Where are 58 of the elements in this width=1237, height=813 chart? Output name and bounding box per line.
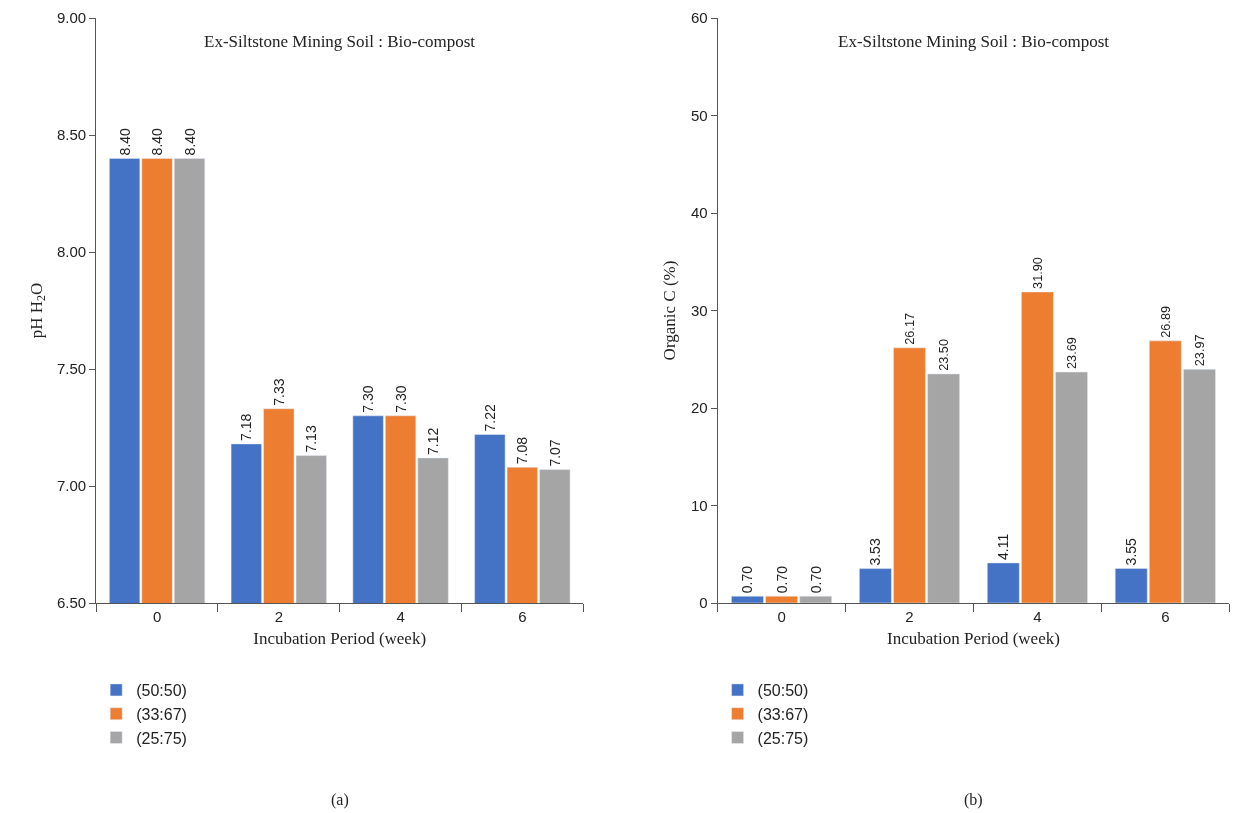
x-tick-label: 4 (396, 608, 405, 625)
text: Ex-Siltstone Mining Soil : Bio-compost (838, 32, 1110, 51)
data-label: 7.18 (238, 413, 255, 441)
data-label: 26.89 (1157, 305, 1173, 338)
text: Ex-Siltstone Mining Soil : Bio-compost (204, 32, 476, 51)
text: (b) (964, 791, 983, 809)
y-tick-label: 9.00 (56, 9, 87, 27)
y-tick-label: 10 (690, 496, 708, 514)
x-axis-title: Incubation Period (week) (253, 629, 427, 649)
data-label: 0.70 (739, 565, 756, 594)
data-label: 7.07 (546, 439, 563, 467)
data-label: 26.17 (902, 312, 918, 345)
x-tick-label: 0 (777, 608, 786, 625)
x-axis-title: Incubation Period (week) (887, 629, 1060, 649)
y-tick-label: 6.50 (56, 594, 87, 612)
data-label: 31.90 (1029, 257, 1045, 289)
data-label: 23.69 (1064, 337, 1080, 369)
y-tick-label: 30 (690, 301, 708, 319)
x-tick-label: 2 (274, 608, 283, 625)
data-label: 7.30 (360, 385, 377, 413)
x-tick-label: 6 (518, 608, 527, 625)
data-label: 7.12 (425, 427, 442, 455)
x-tick-label: 6 (1161, 608, 1170, 625)
y-axis-title: Organic C (%) (660, 260, 680, 361)
y-tick-label: 8.50 (56, 126, 87, 144)
data-label: 7.33 (270, 378, 287, 406)
y-tick-label: 8.00 (56, 243, 87, 261)
data-label: 4.11 (995, 533, 1012, 560)
legend-label: (50:50) (757, 682, 809, 700)
data-label: 7.30 (392, 385, 409, 413)
legend-label: (25:75) (136, 729, 187, 747)
data-label: 0.70 (807, 565, 824, 594)
y-tick-label: 50 (690, 106, 708, 124)
y-tick-label: 20 (690, 399, 708, 417)
text: (a) (331, 791, 349, 809)
x-tick-label: 0 (152, 608, 162, 625)
y-tick-label: 7.00 (56, 477, 87, 495)
y-tick-label: 60 (690, 9, 708, 27)
legend-label: (50:50) (136, 682, 187, 700)
legend-label: (33:67) (136, 705, 187, 723)
x-tick-label: 2 (905, 608, 914, 625)
y-tick-label: 0 (699, 594, 708, 612)
data-label: 7.13 (303, 425, 320, 453)
y-tick-label: 7.50 (56, 360, 87, 378)
y-tick-label: 40 (690, 204, 708, 222)
data-label: 3.55 (1123, 537, 1140, 566)
legend-label: (33:67) (757, 705, 809, 723)
data-label: 3.53 (867, 538, 884, 566)
data-label: 0.70 (773, 565, 790, 594)
data-label: 8.40 (181, 127, 198, 156)
x-tick-label: 4 (1033, 608, 1042, 625)
data-label: 23.50 (936, 339, 952, 371)
legend-label: (25:75) (757, 729, 809, 747)
data-label: 7.08 (514, 436, 531, 465)
data-label: 8.40 (149, 127, 166, 156)
data-label: 8.40 (116, 127, 133, 156)
data-label: 23.97 (1192, 334, 1207, 367)
data-label: 7.22 (481, 404, 498, 432)
